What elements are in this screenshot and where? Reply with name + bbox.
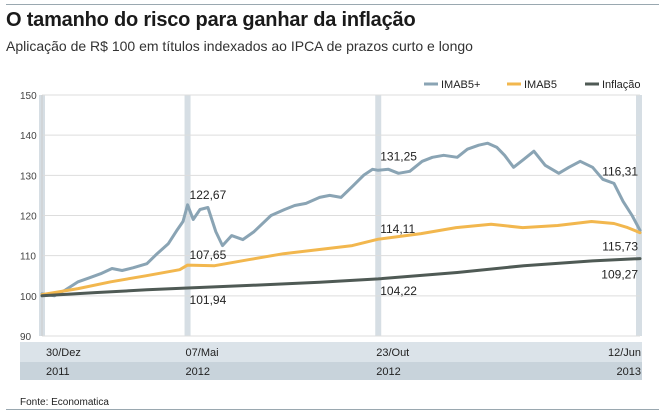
y-tick-label: 140 <box>20 131 37 142</box>
data-label: 101,94 <box>190 293 227 307</box>
x-axis-day-strip <box>20 342 642 362</box>
source-note: Fonte: Economatica <box>20 397 109 408</box>
x-year-label: 2013 <box>617 366 641 378</box>
data-label: 109,27 <box>601 268 638 282</box>
y-tick-label: 120 <box>20 212 37 223</box>
data-label: 115,73 <box>602 240 638 254</box>
data-label: 122,67 <box>190 188 227 202</box>
legend-label: Inflação <box>602 79 641 91</box>
series-line-infla-o <box>40 257 642 298</box>
x-tick-label: 30/Dez <box>46 347 81 359</box>
series-line-imab5 <box>40 220 642 297</box>
data-label: 131,25 <box>380 149 417 163</box>
data-label: 116,31 <box>602 164 638 178</box>
y-tick-label: 90 <box>20 332 32 343</box>
y-tick-label: 110 <box>20 252 36 263</box>
y-tick-label: 100 <box>20 292 37 303</box>
series-line-imab5- <box>40 141 642 298</box>
x-tick-label: 23/Out <box>376 347 409 359</box>
data-label: 104,22 <box>380 284 417 298</box>
x-year-label: 2012 <box>376 366 400 378</box>
x-tick-label: 07/Mai <box>186 347 219 359</box>
legend-label: IMAB5 <box>524 79 557 91</box>
x-axis-year-strip <box>20 362 642 380</box>
y-tick-label: 130 <box>20 171 37 182</box>
x-year-label: 2011 <box>46 366 70 378</box>
legend-label: IMAB5+ <box>441 79 480 91</box>
data-label: 107,65 <box>190 248 227 262</box>
bottom-rule <box>6 409 659 410</box>
y-tick-label: 150 <box>20 91 37 102</box>
top-rule <box>6 4 659 5</box>
chart-subtitle: Aplicação de R$ 100 em títulos indexados… <box>6 38 473 54</box>
x-year-label: 2012 <box>186 366 210 378</box>
x-tick-label: 12/Jun <box>608 347 641 359</box>
data-label: 114,11 <box>380 222 415 236</box>
line-chart: 90 100 110 120 130 140 150 30/Dez 2011 07/Mai 201… <box>20 79 642 380</box>
chart-title: O tamanho do risco para ganhar da inflaç… <box>6 9 416 31</box>
